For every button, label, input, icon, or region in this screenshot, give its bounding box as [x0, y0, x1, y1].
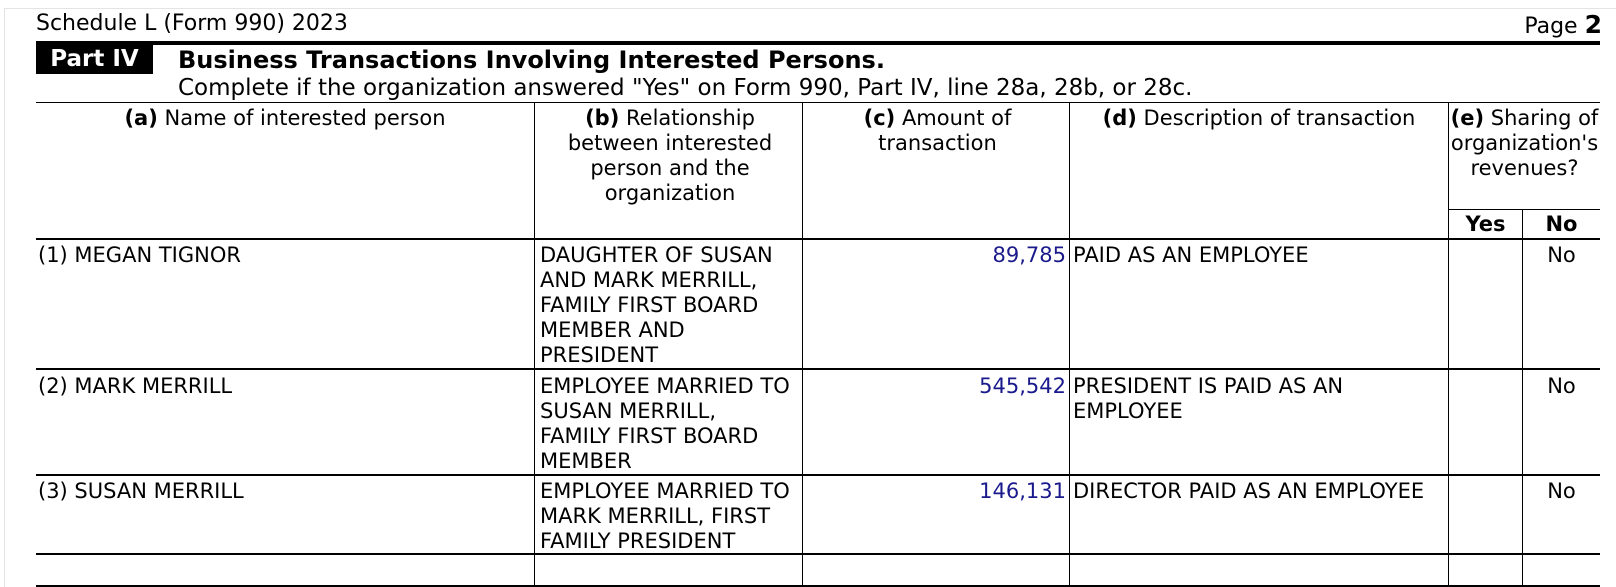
column-header-b: (b) Relationship between interested pers…: [560, 106, 780, 206]
column-header-c: (c) Amount of transaction: [840, 106, 1035, 156]
table-top-rule: [36, 102, 1600, 103]
column-e-label: Sharing of organization's revenues?: [1450, 106, 1599, 180]
row-1-relationship: DAUGHTER OF SUSAN AND MARK MERRILL, FAMI…: [540, 243, 773, 367]
page-label: Page: [1524, 14, 1578, 39]
column-d-letter: (d): [1102, 106, 1137, 130]
part-subtitle: Complete if the organization answered "Y…: [178, 75, 1193, 101]
column-d-label: Description of transaction: [1143, 106, 1416, 130]
column-b-label: Relationship between interested person a…: [567, 106, 773, 205]
column-e-letter: (e): [1450, 106, 1485, 130]
row-3-name: (3) SUSAN MERRILL: [38, 479, 244, 503]
header-rule: [36, 41, 1600, 45]
row-1-description: PAID AS AN EMPLOYEE: [1073, 243, 1309, 267]
column-c-letter: (c): [863, 106, 896, 130]
part-title: Business Transactions Involving Interest…: [178, 46, 885, 74]
row-2-relationship: EMPLOYEE MARRIED TO SUSAN MERRILL, FAMIL…: [540, 374, 790, 473]
header-bottom-rule: [36, 238, 1600, 240]
row-3-description: DIRECTOR PAID AS AN EMPLOYEE: [1073, 479, 1425, 503]
row-2-name: (2) MARK MERRILL: [38, 374, 233, 398]
column-divider-a-b: [534, 102, 535, 587]
column-header-e: (e) Sharing of organization's revenues?: [1449, 106, 1600, 181]
column-divider-c-d: [1069, 102, 1070, 587]
sharing-subheader-rule: [1448, 209, 1600, 210]
row-3-bottom-rule: [36, 553, 1600, 555]
form-name: Schedule L (Form 990) 2023: [36, 11, 348, 36]
row-2-description: PRESIDENT IS PAID AS AN EMPLOYEE: [1073, 374, 1344, 423]
row-1-name: (1) MEGAN TIGNOR: [38, 243, 241, 267]
row-3-amount: 146,131: [979, 479, 1066, 503]
column-c-label: Amount of transaction: [878, 106, 1012, 155]
row-2-bottom-rule: [36, 474, 1600, 476]
column-header-d: (d) Description of transaction: [1070, 106, 1448, 131]
row-2-sharing-no: No: [1547, 374, 1576, 398]
row-1-amount: 89,785: [992, 243, 1066, 267]
row-1-sharing-no: No: [1547, 243, 1576, 267]
column-header-yes: Yes: [1465, 212, 1506, 236]
row-4-bottom-rule: [36, 585, 1600, 587]
column-divider-d-e: [1448, 102, 1449, 587]
row-3-relationship: EMPLOYEE MARRIED TO MARK MERRILL, FIRST …: [540, 479, 790, 553]
page-number: 2: [1584, 10, 1602, 39]
column-a-letter: (a): [124, 106, 158, 130]
column-a-label: Name of interested person: [164, 106, 446, 130]
column-b-letter: (b): [585, 106, 620, 130]
row-1-bottom-rule: [36, 368, 1600, 370]
page-frame: [4, 8, 1616, 587]
column-divider-yes-no: [1522, 209, 1523, 587]
row-3-sharing-no: No: [1547, 479, 1576, 503]
column-header-no: No: [1545, 212, 1578, 236]
row-2-amount: 545,542: [979, 374, 1066, 398]
page-indicator: Page 2: [1524, 11, 1602, 41]
column-header-a: (a) Name of interested person: [36, 106, 534, 131]
part-badge: Part IV: [36, 45, 153, 74]
column-divider-b-c: [802, 102, 803, 587]
